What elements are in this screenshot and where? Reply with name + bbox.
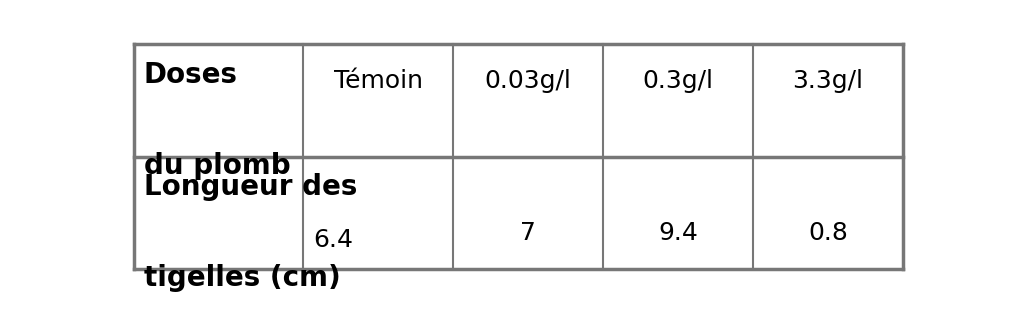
Text: 0.3g/l: 0.3g/l [642, 69, 713, 93]
Text: 0.8: 0.8 [807, 221, 847, 245]
Text: Témoin: Témoin [334, 69, 423, 93]
Text: 9.4: 9.4 [657, 221, 698, 245]
Text: 6.4: 6.4 [312, 228, 353, 252]
Text: 3.3g/l: 3.3g/l [792, 69, 862, 93]
Text: 7: 7 [520, 221, 536, 245]
Text: Doses

du plomb: Doses du plomb [144, 61, 290, 180]
Text: Longueur des

tigelles (cm): Longueur des tigelles (cm) [144, 173, 357, 292]
Text: 0.03g/l: 0.03g/l [484, 69, 571, 93]
